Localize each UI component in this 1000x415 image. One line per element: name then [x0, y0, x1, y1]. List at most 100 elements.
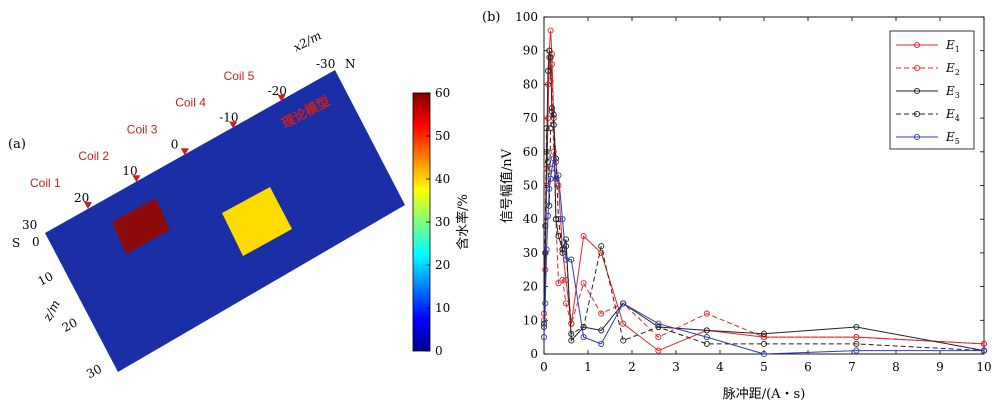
data-point	[580, 233, 587, 240]
x2-tick-label: 20	[74, 191, 89, 205]
data-point	[562, 243, 570, 250]
data-point	[760, 340, 768, 347]
legend-box	[889, 30, 975, 150]
data-point	[546, 202, 553, 209]
data-point	[980, 340, 988, 347]
y-tick-label: 10	[523, 313, 538, 327]
data-point	[598, 310, 605, 317]
x2-axis-ticks: 20 10 0 -10 -20 -30	[74, 57, 335, 205]
colorbar-tick-label: 10	[435, 301, 450, 315]
y-tick-label: 100	[515, 10, 538, 24]
x2-tick-label: -10	[219, 111, 238, 125]
data-point	[853, 323, 860, 331]
data-point	[543, 246, 550, 253]
west-side-tick: 30	[22, 218, 37, 232]
data-point	[543, 125, 550, 132]
data-point	[547, 54, 554, 61]
data-point	[542, 300, 549, 307]
x-axis-label: 脉冲距/(A・s)	[723, 387, 806, 402]
data-point	[550, 148, 557, 155]
legend-marker	[913, 110, 921, 118]
x-axis-ticks: 0 1 2 3 4 5 6 7 8 9 10	[540, 17, 992, 374]
y-axis-label: 信号幅值/nV	[499, 148, 515, 223]
data-point	[547, 125, 554, 132]
data-point	[555, 280, 562, 287]
panel-b: (b) 0 1 2 3 4 5 6 7 8 9 10 0102030405060708090100 …	[482, 10, 992, 402]
series-E4	[540, 104, 988, 354]
x-tick-label: 4	[716, 360, 724, 374]
z-axis-label: z/m	[40, 298, 63, 325]
data-point	[598, 327, 605, 334]
data-point	[703, 340, 710, 347]
x-tick-label: 2	[628, 360, 636, 374]
data-point	[620, 300, 627, 307]
legend-marker	[913, 133, 921, 141]
x-tick-label: 3	[672, 360, 680, 374]
coil-marker	[132, 175, 141, 183]
y-tick-label: 70	[523, 111, 538, 125]
anomaly-red	[112, 198, 170, 254]
z-axis-ticks: 0 10 20 30	[32, 235, 104, 381]
colorbar-tick-label: 40	[435, 172, 450, 186]
x2-tick-label: -20	[268, 84, 287, 98]
data-point	[580, 334, 587, 341]
data-point	[703, 334, 710, 341]
data-point	[853, 340, 860, 347]
data-point	[548, 61, 555, 68]
coil-markers: Coil 1 Coil 2 Coil 3 Coil 4 Coil 5	[30, 69, 286, 209]
data-point	[580, 280, 587, 287]
data-point	[544, 158, 552, 165]
coil-marker	[180, 148, 189, 156]
y-tick-label: 50	[523, 179, 538, 193]
coil-label: Coil 4	[175, 96, 206, 110]
data-point	[760, 334, 768, 341]
y-tick-label: 80	[523, 77, 538, 91]
data-point	[568, 330, 575, 337]
data-point	[546, 185, 553, 192]
colorbar-tick-label: 20	[435, 258, 450, 272]
colorbar-tick-label: 0	[435, 344, 443, 358]
data-point	[703, 327, 710, 334]
data-point	[980, 347, 988, 354]
anomaly-yellow	[222, 187, 292, 256]
data-point	[703, 310, 710, 317]
series-lines	[540, 27, 988, 358]
data-point	[559, 216, 566, 223]
data-point	[598, 340, 605, 347]
y-tick-label: 0	[530, 347, 538, 361]
data-point	[568, 337, 575, 344]
x-tick-label: 9	[936, 360, 944, 374]
data-point	[555, 216, 562, 223]
data-point	[620, 337, 627, 344]
z-tick-label: 0	[32, 235, 40, 249]
series-line	[543, 107, 985, 352]
south-label: S	[12, 236, 20, 250]
model-background	[45, 70, 405, 372]
coil-marker	[229, 121, 238, 129]
data-point	[598, 249, 605, 256]
data-point	[655, 334, 662, 341]
data-point	[547, 27, 554, 34]
colorbar-ticks: 60 50 40 30 20 10 0	[426, 86, 450, 358]
z-tick-label: 10	[35, 269, 55, 289]
data-point	[760, 330, 768, 337]
z-tick-label: 20	[60, 315, 80, 335]
x-tick-label: 0	[540, 360, 548, 374]
data-point	[655, 323, 662, 331]
legend-marker	[913, 64, 921, 72]
data-point	[544, 212, 552, 219]
series-line	[543, 158, 984, 355]
x2-tick-label: 10	[122, 164, 137, 178]
data-point	[853, 347, 860, 354]
x-tick-label: 10	[976, 360, 991, 374]
x2-tick-label: 0	[171, 137, 179, 151]
y-tick-label: 40	[523, 212, 538, 226]
data-point	[550, 121, 557, 128]
series-E2	[540, 54, 988, 347]
x2-tick-label: -30	[316, 57, 335, 71]
data-point	[550, 155, 557, 162]
data-point	[620, 320, 627, 327]
x-tick-label: 8	[892, 360, 900, 374]
